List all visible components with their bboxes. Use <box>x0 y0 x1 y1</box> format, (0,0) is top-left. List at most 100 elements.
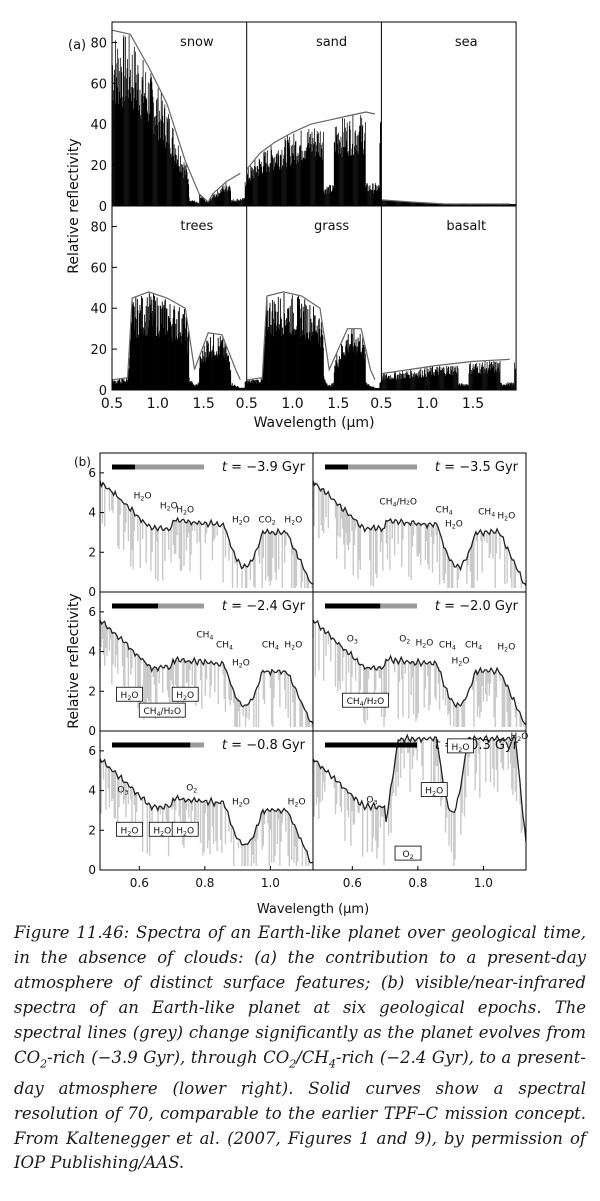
molecule-label: O3 <box>347 635 358 646</box>
x-tick-label: 1.0 <box>416 396 438 412</box>
x-tick-label: 0.8 <box>195 876 214 890</box>
y-tick-label: 80 <box>90 36 107 51</box>
epoch-subplot: t = −0.8 Gyr O3 O2 H2O H2O H2O H2O H2O <box>99 738 314 867</box>
y-tick-label: 0 <box>88 585 96 599</box>
molecule-label: H2O <box>511 732 529 743</box>
x-tick-label: 0.5 <box>101 396 123 412</box>
molecule-label: H2O <box>134 492 152 503</box>
molecule-label: H2O <box>415 639 433 650</box>
molecule-label: CH4/H₂O <box>379 498 417 509</box>
subplot-label-sand: sand <box>316 35 347 50</box>
smooth-spectrum <box>312 480 527 587</box>
y-tick-label: 4 <box>88 506 96 520</box>
molecule-label: CH4 <box>478 508 495 519</box>
y-tick-label: 80 <box>90 220 107 235</box>
molecule-label: O3 <box>366 795 377 806</box>
molecule-label: CO2 <box>258 516 275 527</box>
molecule-box <box>116 821 143 837</box>
smooth-spectrum <box>99 619 314 725</box>
subplot-label-sea: sea <box>455 35 478 50</box>
subplot-sea: sea <box>381 35 516 206</box>
smooth-spectrum <box>99 480 314 585</box>
smooth-curve <box>111 29 241 203</box>
x-tick-label: 0.5 <box>370 396 392 412</box>
panel-b-label: (b) <box>74 455 91 469</box>
subplot-label-snow: snow <box>180 35 214 50</box>
subplot-sand: sand <box>246 35 382 206</box>
molecule-box <box>447 738 474 754</box>
panel-a-label: (a) <box>68 38 86 53</box>
molecule-label: H2O <box>232 797 250 808</box>
molecule-box-label: H2O <box>176 691 194 702</box>
molecule-label: H2O <box>288 797 306 808</box>
subplot-basalt: basalt <box>381 219 516 390</box>
y-tick-label: 6 <box>88 466 96 480</box>
caption-text-2: -rich (−3.9 Gyr), through CO <box>47 1047 290 1067</box>
molecule-box-label: H2O <box>153 826 171 837</box>
subplot-label-grass: grass <box>314 219 349 234</box>
smooth-curve <box>246 291 376 381</box>
epoch-label: t = −2.0 Gyr <box>435 599 519 614</box>
y-tick-label: 0 <box>88 724 96 738</box>
x-tick-label: 1.0 <box>474 876 493 890</box>
panel-a-xlabel: Wavelength (μm) <box>254 415 375 431</box>
y-tick-label: 2 <box>88 684 96 698</box>
panel-a: (a) snow sand sea trees grass basalt 0 20 40 60 80 0… <box>66 21 517 431</box>
molecule-label: CH4 <box>436 506 453 517</box>
molecule-label: H2O <box>452 656 470 667</box>
molecule-box-label: CH4/H₂O <box>347 697 385 708</box>
epoch-label: t = −0.8 Gyr <box>222 738 306 753</box>
y-tick-label: 4 <box>88 784 96 798</box>
smooth-spectrum <box>312 619 527 726</box>
panel-b-ylabel: Relative reflectivity <box>66 593 82 728</box>
smooth-curve <box>111 291 241 381</box>
x-tick-label: 0.8 <box>408 876 427 890</box>
x-tick-label: 1.5 <box>327 396 349 412</box>
molecule-label: O3 <box>117 786 128 797</box>
epoch-label: t = −3.5 Gyr <box>435 460 519 475</box>
molecule-box-label: H2O <box>425 787 443 798</box>
y-tick-label: 0 <box>88 863 96 877</box>
epoch-bar-track <box>112 464 204 470</box>
caption-sub-2: 2 <box>289 1056 297 1070</box>
x-tick-label: 0.6 <box>343 876 362 890</box>
x-tick-label: 0.5 <box>236 396 258 412</box>
smooth-curve <box>381 358 510 375</box>
caption-text-3: /CH <box>296 1047 329 1067</box>
subplot-label-basalt: basalt <box>446 219 486 234</box>
molecule-label: H2O <box>176 506 194 517</box>
epoch-bar-fill <box>112 464 135 470</box>
epoch-bar-fill <box>325 464 348 470</box>
molecule-label: H2O <box>232 516 250 527</box>
x-tick-label: 1.0 <box>147 396 169 412</box>
smooth-spectrum <box>99 758 314 864</box>
y-tick-label: 0 <box>99 200 107 215</box>
caption-text-1: Figure 11.46: Spectra of an Earth-like p… <box>14 923 586 1067</box>
molecule-box-label: H2O <box>121 826 139 837</box>
molecule-box <box>394 845 422 861</box>
molecule-label: H2O <box>284 641 302 652</box>
y-tick-label: 40 <box>90 302 107 317</box>
y-tick-label: 60 <box>90 77 107 92</box>
epoch-subplot: t = −2.0 Gyr O3 O2 H2O CH4 CH4 H2O H2O CH4/H₂O <box>312 599 527 728</box>
caption-sub-1: 2 <box>40 1056 48 1070</box>
y-tick-label: 2 <box>88 823 96 837</box>
molecule-box-label: CH4/H₂O <box>143 707 181 718</box>
molecule-label: H2O <box>160 502 178 513</box>
molecule-label: H2O <box>232 658 250 669</box>
subplot-label-trees: trees <box>180 219 213 234</box>
caption-text-4: -rich (−2.4 Gyr), to a present-day atmos… <box>14 1047 586 1173</box>
epoch-bar-fill <box>325 742 417 748</box>
epoch-bar-fill <box>112 603 158 609</box>
molecule-box-label: H2O <box>176 826 194 837</box>
molecule-box <box>138 702 186 718</box>
subplot-grass: grass <box>246 219 382 390</box>
subplot-snow: snow <box>111 29 247 206</box>
molecule-box <box>116 686 143 702</box>
molecule-box <box>171 821 199 837</box>
